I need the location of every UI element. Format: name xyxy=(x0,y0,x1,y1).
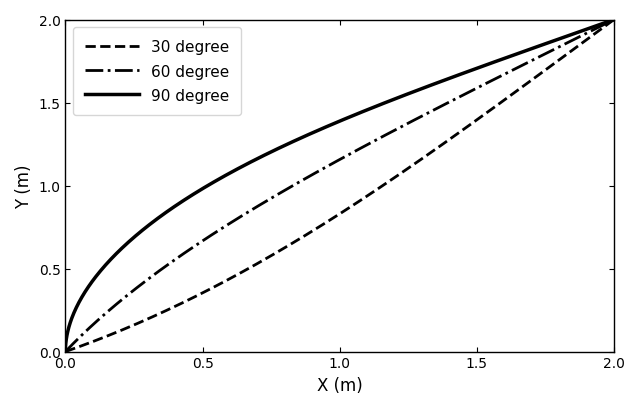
90 degree xyxy=(61,346,69,351)
90 degree xyxy=(208,181,216,186)
60 degree xyxy=(606,20,614,25)
30 degree xyxy=(607,20,614,25)
Y-axis label: Y (m): Y (m) xyxy=(15,164,33,208)
90 degree xyxy=(610,18,618,23)
90 degree xyxy=(61,349,69,354)
Legend: 30 degree, 60 degree, 90 degree: 30 degree, 60 degree, 90 degree xyxy=(73,28,241,116)
90 degree xyxy=(607,19,615,24)
90 degree xyxy=(111,252,119,257)
60 degree xyxy=(602,22,609,27)
30 degree xyxy=(610,18,618,23)
30 degree xyxy=(607,20,615,25)
30 degree xyxy=(548,64,556,69)
Line: 60 degree: 60 degree xyxy=(65,20,614,352)
30 degree xyxy=(604,23,611,28)
60 degree xyxy=(61,349,69,354)
60 degree xyxy=(610,18,618,23)
30 degree xyxy=(180,300,188,305)
90 degree xyxy=(600,21,608,26)
90 degree xyxy=(182,197,190,202)
60 degree xyxy=(607,20,614,25)
60 degree xyxy=(585,31,593,36)
60 degree xyxy=(534,56,542,61)
30 degree xyxy=(589,34,597,38)
Line: 30 degree: 30 degree xyxy=(65,20,614,352)
X-axis label: X (m): X (m) xyxy=(317,376,363,394)
Line: 90 degree: 90 degree xyxy=(65,20,614,352)
60 degree xyxy=(144,277,152,282)
30 degree xyxy=(61,349,69,354)
